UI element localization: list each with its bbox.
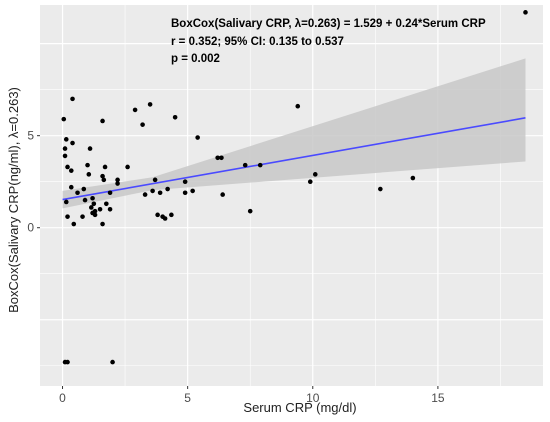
data-point: [100, 118, 105, 124]
data-point: [247, 208, 253, 214]
data-point: [195, 135, 200, 140]
data-point: [257, 162, 263, 168]
data-point: [523, 10, 528, 15]
data-point: [65, 359, 70, 365]
x-tick-label: 5: [184, 391, 191, 405]
x-axis-ticks: 0 5 10 15: [59, 386, 445, 405]
data-point: [104, 201, 109, 207]
data-point: [63, 137, 69, 142]
data-point: [92, 212, 98, 218]
data-point: [63, 199, 69, 205]
data-point: [142, 192, 148, 197]
data-point: [68, 184, 74, 190]
data-point: [190, 188, 195, 194]
data-point: [101, 177, 107, 183]
x-tick-label: 10: [306, 391, 320, 405]
data-point: [155, 212, 160, 218]
data-points: [61, 10, 528, 365]
annotation-correlation: r = 0.352; 95% CI: 0.135 to 0.537: [171, 36, 344, 48]
annotation-p-value: p = 0.002: [171, 53, 220, 65]
data-point: [150, 188, 155, 194]
data-point: [86, 172, 92, 177]
data-point: [132, 107, 138, 113]
data-point: [100, 221, 105, 227]
y-tick-label: 5: [27, 129, 34, 143]
data-point: [312, 172, 318, 177]
x-tick-label: 15: [431, 391, 445, 405]
data-point: [169, 212, 174, 218]
data-point: [68, 168, 74, 173]
data-point: [71, 221, 77, 227]
data-point: [102, 164, 108, 170]
y-axis-title: BoxCox(Salivary CRP(ng/ml), λ=0.263): [6, 87, 21, 313]
data-point: [219, 155, 224, 161]
data-point: [62, 146, 68, 151]
data-point: [215, 155, 220, 161]
data-point: [80, 214, 85, 219]
annotation-equation: BoxCox(Salivary CRP, λ=0.263) = 1.529 + …: [171, 18, 486, 30]
data-point: [100, 173, 105, 179]
data-point: [157, 190, 163, 196]
x-axis-title: Serum CRP (mg/dl): [243, 400, 356, 415]
x-tick-label: 0: [59, 391, 66, 405]
data-point: [75, 190, 80, 196]
data-point: [115, 181, 120, 186]
data-point: [97, 207, 103, 212]
data-point: [107, 207, 113, 212]
annotations: BoxCox(Salivary CRP, λ=0.263) = 1.529 + …: [171, 18, 486, 65]
data-point: [89, 205, 94, 210]
data-point: [87, 146, 93, 151]
data-point: [85, 162, 90, 168]
data-point: [182, 179, 188, 184]
y-axis-ticks: 05: [27, 129, 40, 235]
data-point: [61, 116, 67, 122]
data-point: [165, 186, 170, 192]
data-point: [92, 208, 98, 214]
data-point: [125, 164, 130, 170]
data-point: [140, 122, 145, 127]
data-point: [378, 186, 383, 192]
data-point: [242, 162, 248, 168]
y-tick-label: 0: [27, 221, 34, 235]
data-point: [70, 96, 75, 102]
data-point: [162, 216, 168, 221]
data-point: [65, 164, 70, 170]
data-point: [147, 102, 153, 107]
data-point: [115, 177, 120, 183]
data-point: [91, 201, 97, 207]
data-point: [90, 195, 95, 201]
data-point: [410, 175, 416, 181]
data-point: [182, 190, 188, 196]
data-point: [62, 153, 68, 159]
data-point: [70, 140, 75, 146]
confidence-band: [62, 58, 526, 209]
data-point: [65, 214, 70, 219]
regression-line: [62, 117, 526, 201]
data-point: [81, 186, 87, 192]
data-point: [107, 190, 113, 196]
data-point: [307, 179, 313, 184]
data-point: [172, 114, 178, 120]
data-point: [82, 197, 88, 203]
data-point: [110, 359, 115, 365]
data-point: [220, 192, 225, 197]
data-point: [152, 177, 158, 183]
data-point: [295, 103, 301, 109]
